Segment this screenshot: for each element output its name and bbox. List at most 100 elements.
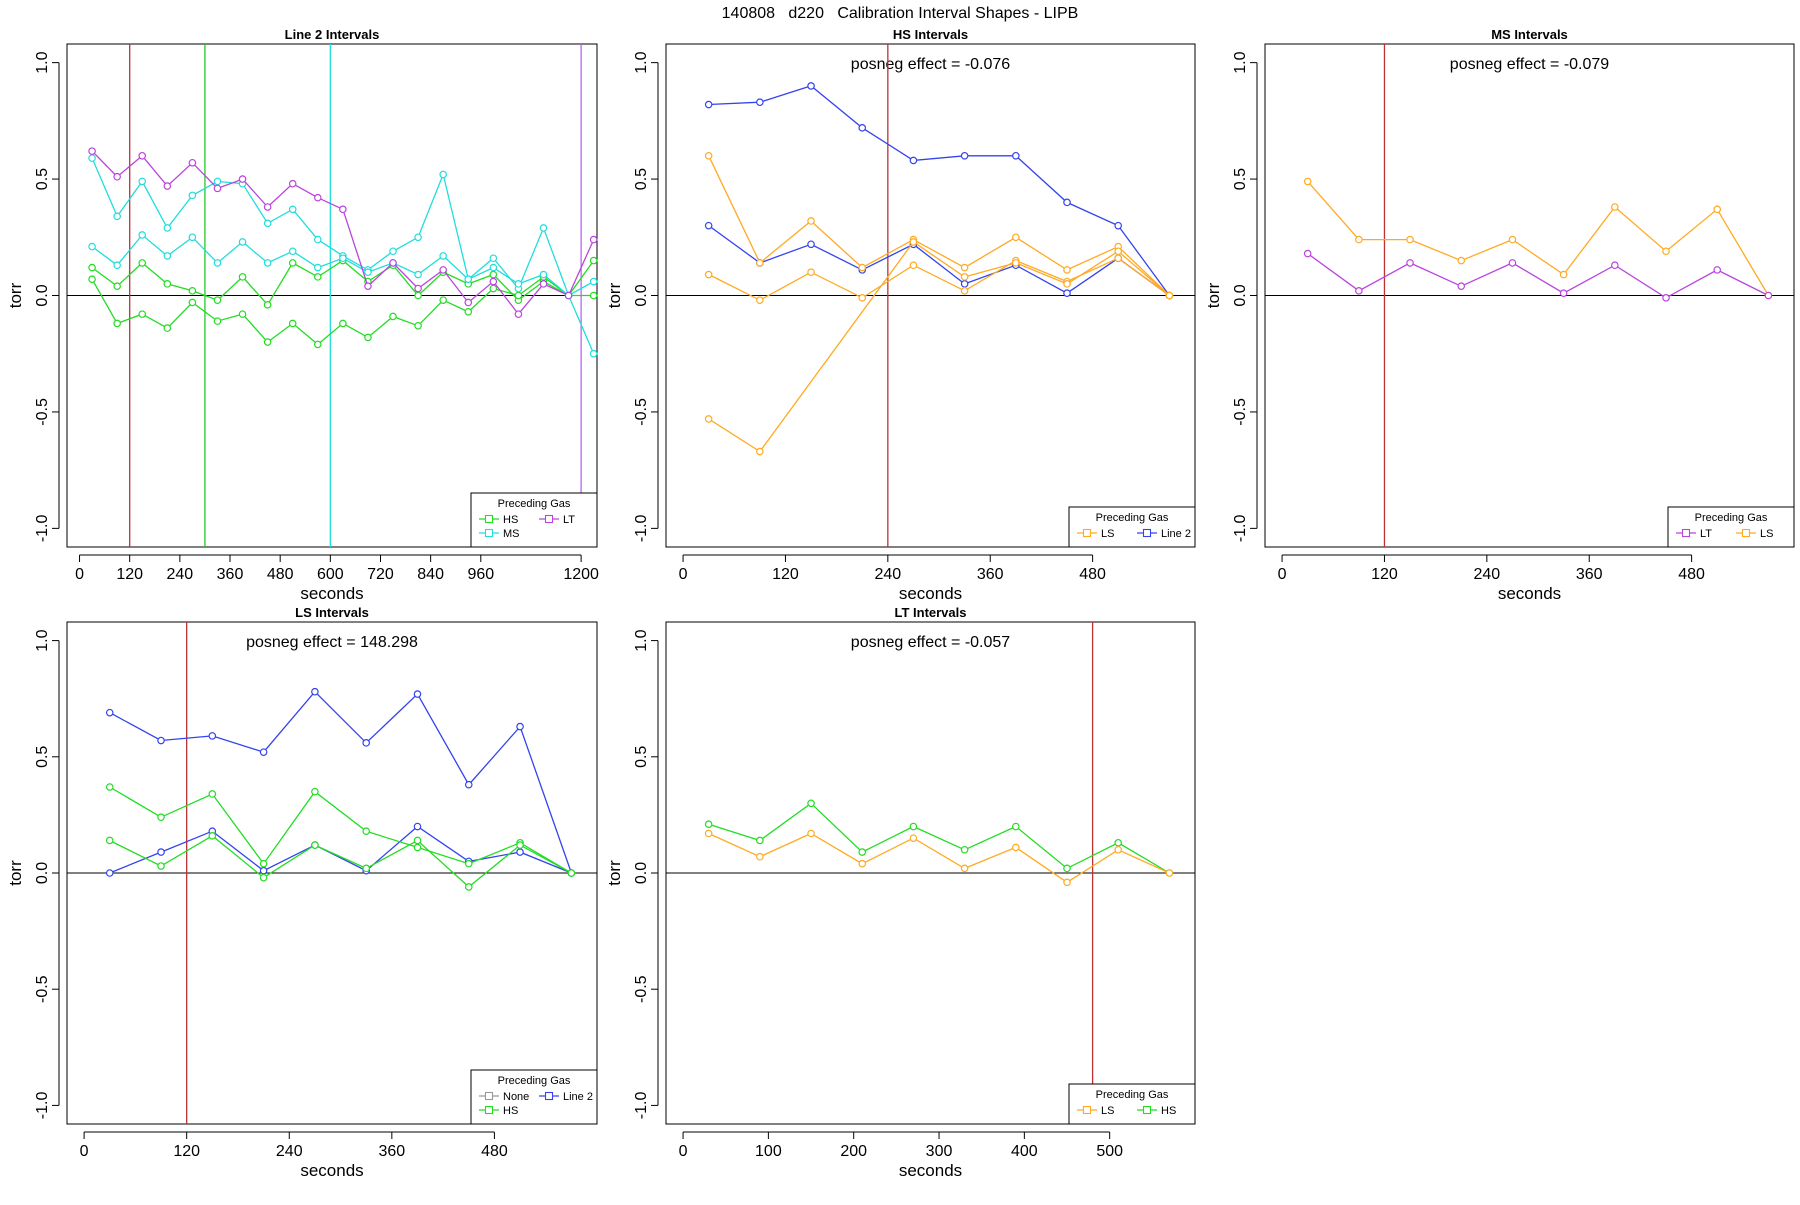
legend-box [1068, 506, 1196, 548]
data-point [1012, 843, 1020, 852]
x-tick-label: 360 [977, 566, 1004, 583]
series-line [708, 802, 1170, 874]
data-point [1063, 878, 1071, 887]
series-line [708, 257, 1170, 301]
data-point [163, 224, 172, 232]
series-line [1307, 253, 1769, 299]
data-point [589, 235, 598, 244]
x-tick-label: 200 [840, 1143, 867, 1160]
data-point [208, 790, 217, 798]
data-point [489, 254, 498, 263]
data-point [858, 263, 867, 272]
series-line [708, 832, 1170, 884]
data-point [288, 259, 297, 267]
legend-swatch-marker [484, 1105, 494, 1115]
data-point [514, 291, 523, 300]
data-point [704, 270, 713, 279]
posneg-annotation: posneg effect = -0.057 [851, 634, 1010, 651]
data-point [1406, 235, 1414, 244]
legend-item-ls: LS [1736, 528, 1773, 540]
data-point [464, 308, 473, 316]
data-point [960, 273, 969, 281]
data-point [756, 259, 764, 267]
data-point [263, 203, 272, 211]
data-point [960, 151, 969, 160]
data-point [311, 841, 319, 849]
data-point [539, 270, 548, 279]
data-point [263, 338, 272, 346]
data-point [413, 836, 422, 845]
data-point [516, 848, 524, 856]
legend-swatch-marker [484, 1091, 494, 1101]
x-tick-label: 400 [1011, 1143, 1038, 1160]
legend-label: Line 2 [1161, 528, 1191, 540]
x-axis-label: seconds [899, 1161, 962, 1180]
data-point [1063, 289, 1071, 297]
data-point [88, 154, 96, 162]
data-point [516, 841, 524, 849]
legend-box [1068, 1083, 1196, 1125]
data-point [313, 235, 322, 244]
data-point [238, 273, 247, 281]
data-point [489, 270, 498, 279]
legend-swatch-marker [544, 1091, 554, 1101]
legend-box [1667, 506, 1795, 548]
data-point [339, 254, 347, 263]
series-line-2 [704, 82, 1174, 300]
data-point [589, 277, 598, 286]
data-point [704, 829, 713, 838]
data-point [105, 783, 114, 791]
y-tick-label: 0.5 [34, 168, 51, 190]
y-axis-label: torr [6, 860, 25, 886]
data-point [163, 252, 172, 260]
data-point [1012, 822, 1020, 831]
series-line [109, 835, 572, 888]
x-tick-label: 240 [167, 566, 194, 583]
data-point [756, 447, 764, 456]
data-point [1662, 294, 1670, 302]
x-tick-label: 0 [679, 566, 688, 583]
x-tick-label: 240 [874, 566, 901, 583]
series-line [1307, 180, 1769, 296]
data-point [362, 739, 370, 747]
y-tick-label: -1.0 [1232, 514, 1249, 542]
panel-4: LS Intervals posneg effect = 148.298 0 120 2… [6, 605, 598, 1180]
data-point [88, 242, 96, 251]
legend-label: LT [1700, 528, 1712, 540]
data-point [589, 349, 598, 358]
series-ls [704, 238, 1174, 456]
data-point [1063, 266, 1071, 274]
data-point [858, 859, 867, 868]
data-point [858, 848, 867, 856]
data-point [858, 294, 867, 302]
y-tick-label: 0.5 [633, 168, 650, 190]
legend: Preceding Gas None Line 2 HS [470, 1069, 598, 1125]
data-point [1508, 259, 1517, 267]
data-point [807, 829, 815, 838]
y-tick-label: -1.0 [34, 514, 51, 542]
panel-title: Line 2 Intervals [285, 27, 380, 42]
data-point [88, 275, 96, 283]
data-point [157, 813, 165, 822]
data-point [362, 827, 370, 835]
series-line [708, 241, 1170, 453]
data-point [704, 151, 713, 160]
data-point [960, 263, 969, 272]
y-tick-label: 0.0 [34, 284, 51, 306]
data-point [259, 873, 268, 882]
data-point [589, 291, 598, 300]
data-point [1508, 235, 1517, 244]
data-point [157, 862, 165, 870]
x-tick-label: 960 [467, 566, 494, 583]
data-point [1611, 203, 1619, 211]
legend-swatch-marker [1082, 1105, 1092, 1115]
legend-label: Line 2 [563, 1091, 593, 1103]
data-point [439, 296, 447, 304]
data-point [313, 193, 322, 202]
data-point [1713, 266, 1722, 274]
data-point [188, 233, 197, 242]
data-point [1114, 254, 1123, 263]
data-point [311, 787, 319, 796]
data-point [1662, 247, 1670, 256]
series-line [708, 85, 1170, 296]
